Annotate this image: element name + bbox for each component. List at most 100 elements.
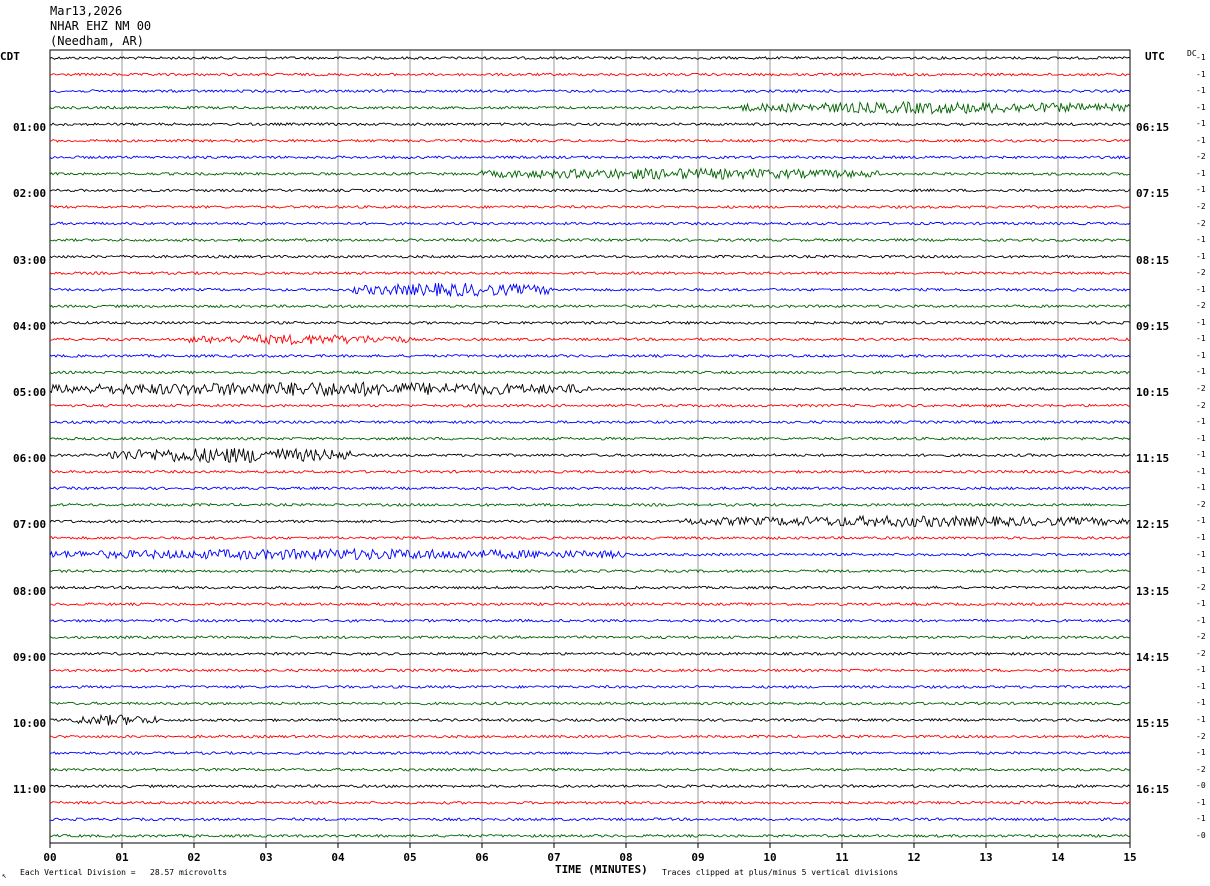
seismic-trace <box>49 221 1131 226</box>
dc-offset-label: -2 <box>1196 400 1206 410</box>
right-time-label: 12:15 <box>1136 518 1170 532</box>
dc-offset-label: -1 <box>1196 317 1206 327</box>
seismic-trace <box>49 370 1131 375</box>
dc-offset-label: -1 <box>1196 433 1206 443</box>
seismic-trace <box>49 635 1131 640</box>
seismic-trace <box>50 668 1131 673</box>
left-time-label: 08:00 <box>13 584 47 598</box>
seismic-trace <box>49 535 1131 540</box>
seismic-trace <box>49 784 1131 789</box>
dc-offset-label: -1 <box>1196 665 1206 675</box>
dc-offset-label: -1 <box>1196 532 1206 542</box>
dc-offset-label: -1 <box>1196 367 1206 377</box>
dc-offset-label: -0 <box>1196 830 1206 840</box>
dc-offset-label: -2 <box>1196 152 1206 162</box>
dc-offset-label: -1 <box>1196 599 1206 609</box>
seismic-trace <box>49 122 1131 127</box>
left-time-label: 06:00 <box>13 452 47 466</box>
dc-offset-label: -1 <box>1196 483 1206 493</box>
x-tick-label: 03 <box>259 851 272 864</box>
seismic-trace <box>49 447 1131 463</box>
left-time-label: 01:00 <box>13 121 47 135</box>
x-tick-label: 12 <box>907 851 920 864</box>
seismic-trace <box>49 166 1131 181</box>
right-time-label: 07:15 <box>1136 187 1170 201</box>
dc-offset-label: -2 <box>1196 268 1206 278</box>
seismic-trace <box>49 320 1131 325</box>
x-tick-label: 01 <box>115 851 129 864</box>
left-time-label: 10:00 <box>13 717 47 730</box>
dc-offset-label: -1 <box>1196 566 1206 576</box>
dc-offset-label: -1 <box>1196 516 1206 526</box>
seismic-trace <box>49 514 1131 528</box>
seismic-trace <box>49 833 1131 838</box>
chart-date: Mar13,2026 <box>50 4 123 18</box>
seismic-trace <box>49 72 1131 77</box>
dc-offset-label: -2 <box>1196 499 1206 509</box>
station-location: (Needham, AR) <box>50 34 144 48</box>
seismic-trace <box>49 618 1131 623</box>
seismic-trace <box>49 585 1130 590</box>
right-time-label: 09:15 <box>1136 319 1170 333</box>
scale-note: Each Vertical Division = 28.57 microvolt… <box>20 868 228 877</box>
dc-offset-label: -2 <box>1196 632 1206 642</box>
seismic-trace <box>49 547 1131 562</box>
dc-offset-label: -1 <box>1196 681 1206 691</box>
dc-offset-label: -1 <box>1196 334 1206 344</box>
right-time-label: 15:15 <box>1136 717 1170 730</box>
x-tick-label: 04 <box>331 851 345 864</box>
dc-offset-label: -1 <box>1196 466 1206 476</box>
dc-offset-label: -1 <box>1196 350 1206 360</box>
dc-offset-label: -1 <box>1196 450 1206 460</box>
x-tick-label: 13 <box>979 851 992 864</box>
dc-offset-label: -1 <box>1196 797 1206 807</box>
right-time-label: 06:15 <box>1136 121 1170 135</box>
left-time-label: 07:00 <box>13 518 47 532</box>
x-tick-label: 09 <box>691 851 704 864</box>
dc-offset-label: -1 <box>1196 284 1206 294</box>
seismic-trace <box>49 381 1131 398</box>
seismic-trace <box>49 651 1131 656</box>
dc-offset-label: -1 <box>1196 698 1206 708</box>
seismic-trace <box>49 282 1131 298</box>
seismic-trace <box>49 155 1131 160</box>
seismic-trace <box>49 767 1131 772</box>
dc-offset-label: -1 <box>1196 53 1206 62</box>
corner-mark: ↖ <box>2 871 7 880</box>
right-time-label: 11:15 <box>1136 452 1170 466</box>
right-time-label: 13:15 <box>1136 584 1170 598</box>
left-time-label: 11:00 <box>13 783 47 797</box>
seismic-trace <box>49 420 1131 425</box>
seismic-trace <box>49 713 1131 726</box>
x-tick-label: 10 <box>763 851 776 864</box>
right-time-label: 16:15 <box>1136 783 1170 797</box>
dc-offset-label: -1 <box>1196 168 1206 178</box>
clip-note: Traces clipped at plus/minus 5 vertical … <box>662 868 899 877</box>
right-timezone-label: UTC <box>1145 50 1165 63</box>
seismic-trace <box>49 817 1131 822</box>
seismic-trace <box>49 734 1131 739</box>
x-tick-label: 14 <box>1051 851 1065 864</box>
seismic-trace <box>49 100 1131 115</box>
seismic-trace <box>49 800 1131 805</box>
seismic-trace <box>49 55 1131 61</box>
left-time-label: 03:00 <box>13 253 47 267</box>
x-tick-label: 02 <box>187 851 200 864</box>
station-code: NHAR EHZ NM 00 <box>50 19 152 33</box>
right-time-label: 08:15 <box>1136 253 1170 267</box>
dc-offset-label: -2 <box>1196 764 1206 774</box>
seismic-trace <box>49 304 1131 309</box>
dc-offset-label: -2 <box>1196 201 1206 211</box>
dc-offset-label: -2 <box>1196 384 1206 393</box>
x-tick-label: 08 <box>619 851 632 864</box>
dc-offset-label: -1 <box>1196 86 1206 96</box>
seismic-trace <box>49 469 1131 474</box>
dc-offset-label: -1 <box>1196 235 1206 245</box>
seismic-trace <box>49 254 1131 259</box>
right-time-label: 10:15 <box>1136 386 1170 399</box>
dc-offset-label: -1 <box>1196 135 1206 145</box>
plot-frame <box>49 49 1131 844</box>
dc-label: DC <box>1187 49 1197 58</box>
dc-offset-label: -2 <box>1196 731 1206 741</box>
seismic-trace <box>49 568 1131 574</box>
